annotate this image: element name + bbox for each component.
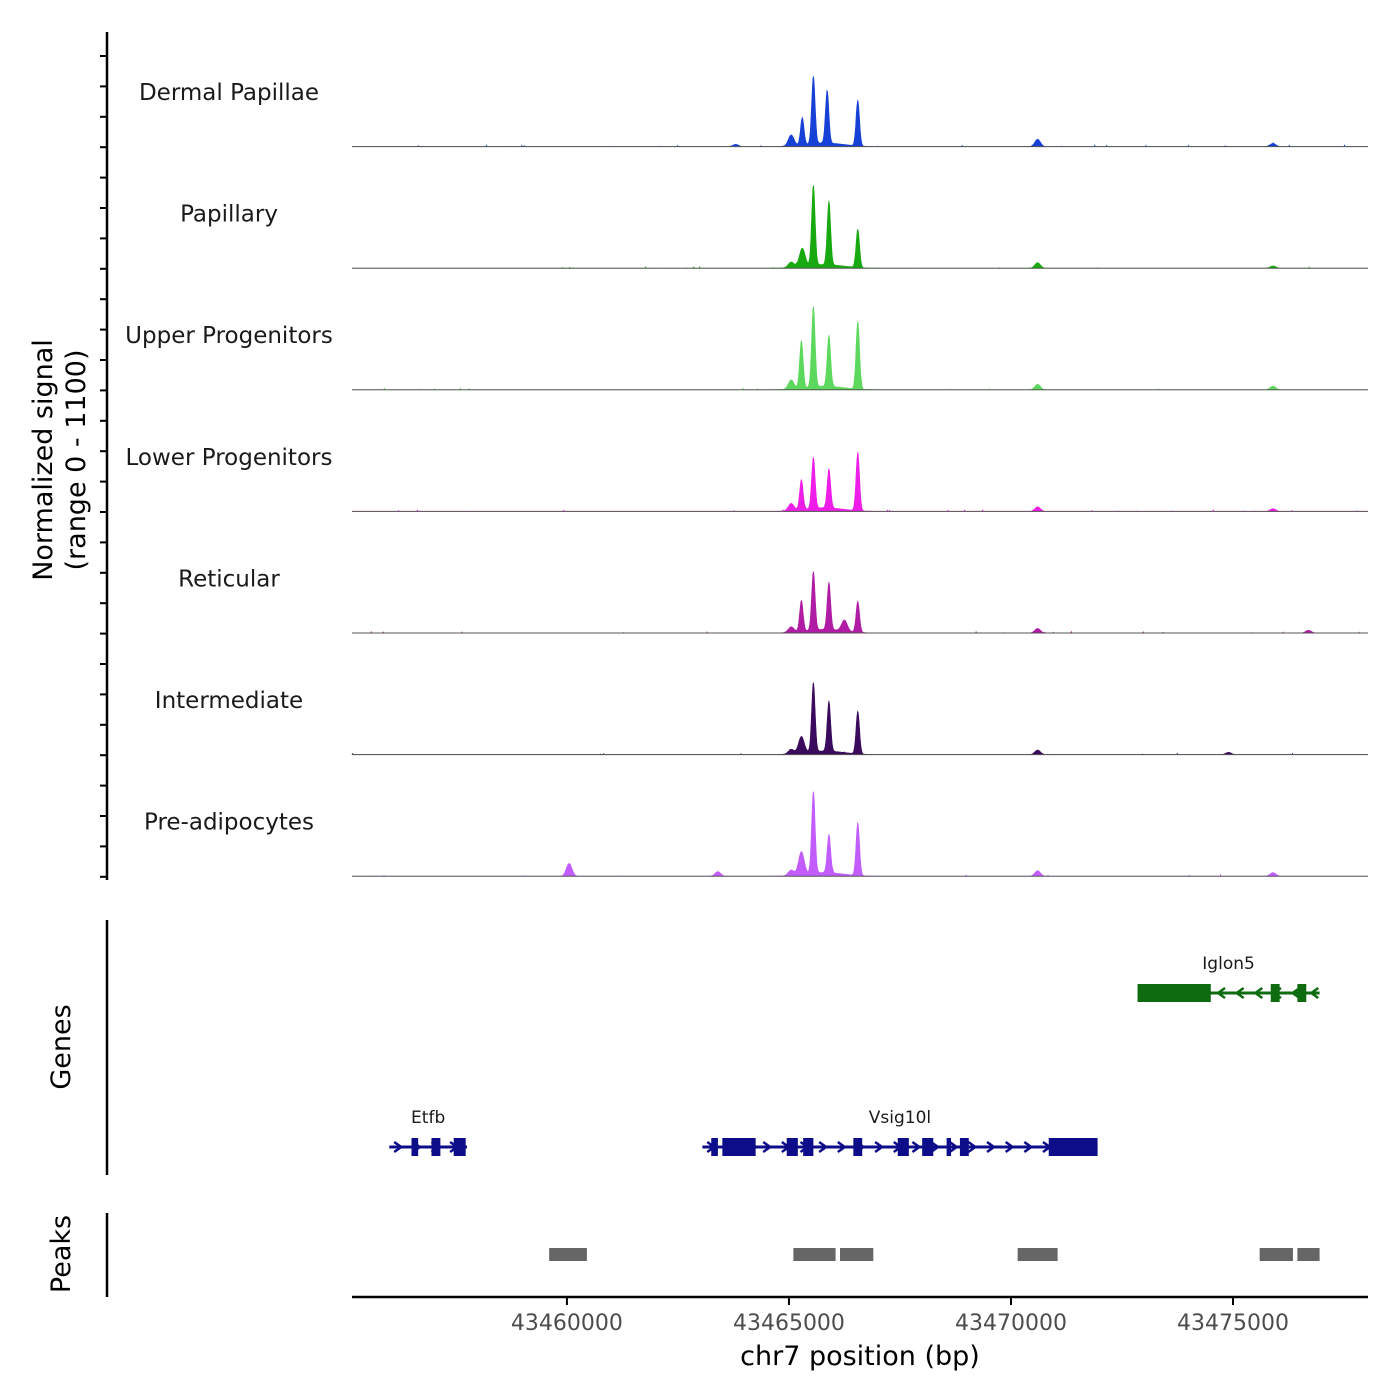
strand-arrow [1290, 986, 1301, 1000]
exon [411, 1138, 419, 1156]
strand-arrow [1004, 1140, 1015, 1154]
gene-iglon5: Iglon5 [1137, 954, 1320, 1002]
exon [1137, 984, 1211, 1002]
track-papillary: Papillary [180, 185, 1368, 269]
exon [431, 1138, 441, 1156]
exon [722, 1138, 756, 1156]
gene-vsig10l: Vsig10l [702, 1108, 1098, 1156]
exon [959, 1138, 969, 1156]
strand-arrow [1253, 986, 1264, 1000]
track-label: Papillary [180, 202, 278, 228]
exon [1270, 984, 1280, 1002]
track-dermal-papillae: Dermal Papillae [139, 76, 1368, 148]
strand-arrow [1309, 986, 1319, 1000]
strand-arrow [393, 1140, 404, 1154]
track-label: Reticular [178, 566, 280, 592]
exon [1297, 984, 1307, 1002]
strand-arrow [1023, 1140, 1034, 1154]
strand-arrow [948, 1140, 959, 1154]
gene-label: Iglon5 [1202, 954, 1255, 974]
track-reticular: Reticular [178, 566, 1368, 634]
coverage-area [352, 570, 1368, 634]
peak-region [549, 1248, 587, 1261]
gene-label: Etfb [411, 1108, 445, 1128]
exon [853, 1138, 863, 1156]
peak-region [1017, 1248, 1058, 1261]
coverage-area [352, 306, 1368, 391]
strand-arrow [874, 1140, 885, 1154]
coverage-y-axis [100, 32, 109, 880]
strand-arrow [911, 1140, 922, 1154]
strand-arrow [930, 1140, 941, 1154]
peak-regions-panel [549, 1248, 1320, 1261]
gene-label: Vsig10l [869, 1108, 931, 1128]
strand-arrow [1234, 986, 1245, 1000]
strand-arrow [1215, 986, 1226, 1000]
gene-annotation-panel: Etfb Vsig10l Iglon5 [389, 954, 1320, 1156]
strand-arrow [762, 1140, 773, 1154]
peak-region [793, 1248, 836, 1261]
x-tick-label: 43470000 [955, 1311, 1067, 1336]
x-axis-title: chr7 position (bp) [740, 1341, 980, 1372]
strand-arrow [967, 1140, 978, 1154]
coverage-tracks: Dermal Papillae Papillary Upper Progenitor… [125, 76, 1368, 877]
x-tick-label: 43475000 [1177, 1311, 1289, 1336]
track-label: Dermal Papillae [139, 80, 319, 106]
track-intermediate: Intermediate [155, 682, 1368, 756]
coverage-y-axis-label-line2: (range 0 - 1100) [61, 350, 92, 571]
peak-region [1297, 1248, 1320, 1261]
x-tick-label: 43465000 [733, 1311, 845, 1336]
track-label: Pre-adipocytes [144, 810, 314, 836]
strand-arrow [986, 1140, 997, 1154]
exon [453, 1138, 466, 1156]
exon [897, 1138, 909, 1156]
coverage-area [352, 791, 1368, 877]
track-label: Lower Progenitors [126, 445, 333, 471]
coverage-area [352, 185, 1368, 269]
exon [786, 1138, 798, 1156]
genes-panel-label: Genes [46, 1004, 77, 1089]
peaks-panel-label: Peaks [46, 1215, 77, 1293]
coverage-area [351, 682, 1368, 755]
exon [1048, 1138, 1098, 1156]
coverage-y-axis-label-line1: Normalized signal [28, 339, 59, 581]
exon [711, 1138, 718, 1156]
x-tick-label: 43460000 [511, 1311, 623, 1336]
exon [946, 1138, 952, 1156]
x-axis: 43460000 43465000 43470000 43475000 [352, 1295, 1368, 1336]
track-label: Intermediate [155, 688, 303, 714]
coverage-area [352, 76, 1368, 147]
strand-arrow [818, 1140, 829, 1154]
exon [922, 1138, 934, 1156]
track-upper-progenitors: Upper Progenitors [125, 306, 1368, 391]
gene-etfb: Etfb [389, 1108, 468, 1156]
track-pre-adipocytes: Pre-adipocytes [144, 791, 1368, 877]
track-lower-progenitors: Lower Progenitors [126, 445, 1368, 512]
peak-region [1259, 1248, 1293, 1261]
peak-region [840, 1248, 874, 1261]
track-label: Upper Progenitors [125, 323, 333, 349]
coverage-area [352, 451, 1368, 512]
exon [803, 1138, 814, 1156]
strand-arrow [837, 1140, 847, 1154]
